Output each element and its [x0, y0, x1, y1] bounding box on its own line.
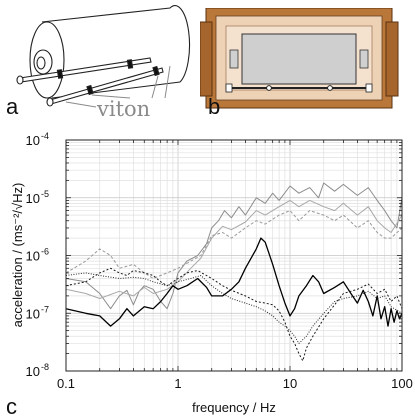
callout-arrow-1: [65, 101, 97, 108]
rod-lower-end: [46, 97, 54, 107]
x-tick-label: 10: [283, 376, 297, 391]
cylinder-hub: [36, 56, 46, 70]
grid-layer: [65, 140, 402, 372]
y-tick-label-exponent: -8: [41, 362, 49, 372]
support-point-1: [266, 85, 272, 91]
y-tick-label: 10: [26, 191, 40, 206]
panel-letter-b: b: [208, 94, 221, 119]
callout-arrow-4: [164, 65, 171, 99]
x-tick-label: 1: [174, 376, 181, 391]
y-tick-label-exponent: -6: [41, 247, 49, 257]
series-layer: [65, 182, 403, 362]
y-tick-label: 10: [26, 133, 40, 148]
support-rod-end-left: [225, 83, 233, 93]
support-rod-end-right: [365, 83, 373, 93]
chamber-left-flange: [200, 21, 213, 97]
viton-ring-lower-1: [86, 84, 94, 96]
panel-a-illustration: viton: [16, 5, 191, 120]
series-line-5: [65, 267, 403, 362]
series-line-4: [65, 237, 403, 327]
viton-ring-upper-2: [126, 59, 134, 69]
y-tick-label: 10: [26, 364, 40, 379]
x-axis-label: frequency / Hz: [192, 400, 276, 415]
test-mass: [241, 33, 357, 85]
viton-ring-upper-1: [56, 69, 64, 79]
y-tick-label-exponent: -7: [41, 304, 49, 314]
panel-b-illustration: [200, 8, 399, 109]
right-clamp: [359, 49, 369, 69]
left-clamp: [229, 49, 239, 69]
y-tick-label-exponent: -5: [41, 189, 49, 199]
panel-letter-c: c: [6, 394, 17, 419]
viton-callout-label: viton: [96, 97, 150, 120]
series-line-2: [65, 199, 403, 299]
series-line-1: [65, 182, 403, 310]
chamber-right-flange: [385, 21, 399, 97]
x-tick-label: 0.1: [57, 376, 75, 391]
viton-ring-lower-2: [152, 65, 160, 77]
x-tick-label: 100: [391, 376, 413, 391]
y-tick-label: 10: [26, 306, 40, 321]
tick-layer: [65, 140, 402, 372]
support-point-2: [327, 85, 333, 91]
y-tick-label: 10: [26, 249, 40, 264]
y-tick-label-exponent: -4: [41, 131, 49, 141]
rod-upper-end: [16, 75, 24, 85]
callout-arrow-2: [91, 94, 131, 99]
y-axis-label: acceleration / (ms⁻²/√Hz): [10, 183, 25, 328]
panel-letter-a: a: [6, 94, 19, 119]
callout-arrow-3: [151, 75, 159, 99]
series-line-6: [65, 272, 403, 344]
